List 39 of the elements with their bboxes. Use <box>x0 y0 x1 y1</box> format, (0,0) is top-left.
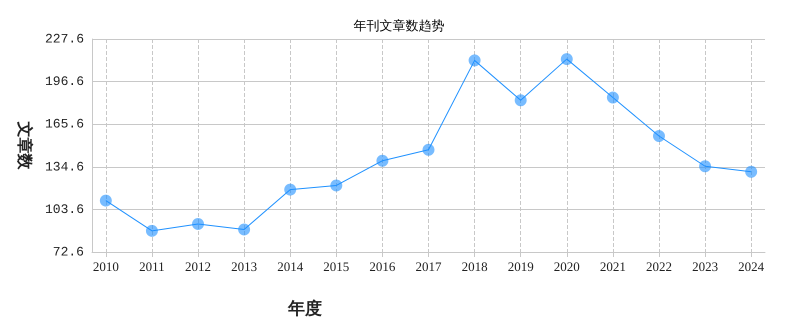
x-tick-label: 2012 <box>185 259 212 274</box>
x-tick-label: 2011 <box>139 259 165 274</box>
point <box>652 130 665 142</box>
x-axis-title: 年度 <box>287 299 322 318</box>
x-tick-label: 2017 <box>416 259 442 274</box>
point <box>100 194 112 207</box>
y-tick-label: 103.6 <box>44 202 84 217</box>
y-axis-title: 文章数 <box>16 120 34 170</box>
x-tick-label: 2021 <box>600 259 626 274</box>
y-tick-label: 72.6 <box>52 244 84 260</box>
x-tick-label: 2022 <box>646 259 672 274</box>
point <box>699 160 712 172</box>
point <box>330 179 342 192</box>
y-tick-label: 227.6 <box>44 32 84 46</box>
point <box>146 224 158 237</box>
x-tick-label: 2014 <box>277 259 304 274</box>
x-tick-label: 2010 <box>92 259 119 274</box>
point <box>192 218 204 230</box>
point <box>514 94 527 106</box>
y-tick-label: 165.6 <box>44 116 84 132</box>
point <box>745 166 758 178</box>
y-tick-label: 134.6 <box>44 159 84 174</box>
x-tick-label: 2015 <box>323 259 350 274</box>
x-tick-label: 2020 <box>554 259 580 274</box>
x-tick-label: 2024 <box>738 259 765 274</box>
point <box>376 154 388 167</box>
x-tick-label: 2016 <box>369 259 396 274</box>
point <box>560 53 573 66</box>
point <box>422 144 434 156</box>
point <box>606 92 619 104</box>
x-tick-label: 2023 <box>692 259 718 274</box>
chart-title: 年刊文章数趋势 <box>354 18 444 33</box>
point <box>284 184 296 196</box>
point <box>238 223 250 236</box>
x-tick-label: 2019 <box>508 259 534 274</box>
x-tick-label: 2013 <box>231 259 258 274</box>
y-tick-label: 196.6 <box>44 74 84 90</box>
x-tick-label: 2018 <box>462 259 488 274</box>
point <box>468 54 481 66</box>
